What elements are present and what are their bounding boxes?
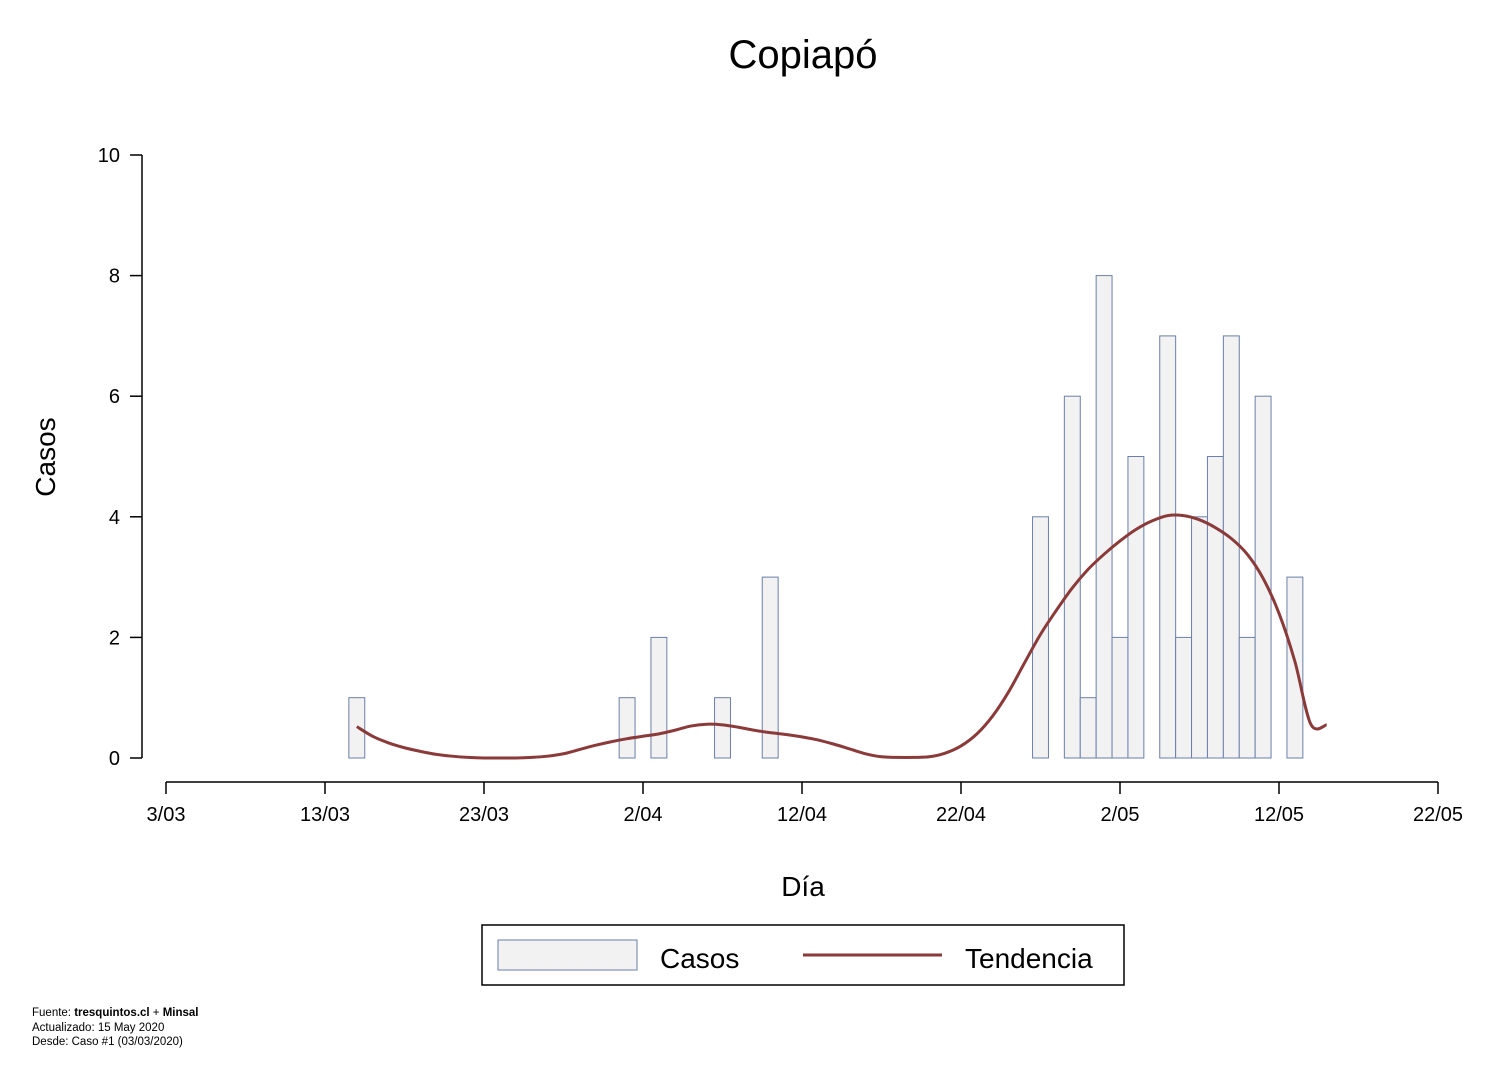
x-tick-label: 13/03 bbox=[300, 804, 350, 826]
x-tick-label: 12/04 bbox=[777, 804, 827, 826]
footer-source-sep: + bbox=[149, 1007, 163, 1019]
bar-casos bbox=[1063, 395, 1081, 759]
x-tick-label: 2/04 bbox=[624, 804, 663, 826]
bar-casos bbox=[1286, 576, 1304, 759]
y-axis: 0 2 4 6 8 10 bbox=[98, 145, 143, 770]
bar-casos bbox=[650, 636, 668, 759]
bar-casos bbox=[1206, 456, 1224, 759]
x-tick-label: 2/05 bbox=[1101, 804, 1140, 826]
trend-line-group bbox=[356, 513, 1328, 760]
chart-title: Copiapó bbox=[728, 33, 877, 77]
bar-casos bbox=[714, 697, 731, 759]
y-tick-label: 10 bbox=[98, 145, 120, 167]
x-tick-label: 22/04 bbox=[936, 804, 986, 826]
bar-casos bbox=[1127, 456, 1145, 759]
bar-casos bbox=[761, 576, 779, 759]
footer-since: Desde: Caso #1 (03/03/2020) bbox=[32, 1036, 183, 1048]
bar-casos bbox=[1159, 335, 1177, 759]
footer-updated: Actualizado: 15 May 2020 bbox=[32, 1021, 165, 1034]
x-axis: 3/03 13/03 23/03 2/04 12/04 22/04 2/05 12/05 22/… bbox=[147, 781, 1463, 826]
bar-casos bbox=[1032, 516, 1049, 759]
bar-casos bbox=[1222, 335, 1240, 759]
y-tick-label: 2 bbox=[109, 627, 120, 649]
trend-line bbox=[356, 513, 1328, 760]
footer-source-prefix: Fuente: bbox=[32, 1007, 75, 1019]
bar-casos bbox=[1095, 275, 1113, 759]
x-axis-label: Día bbox=[781, 871, 825, 902]
bar-casos bbox=[1175, 636, 1193, 759]
legend-swatch-casos bbox=[497, 939, 638, 971]
bar-casos bbox=[1191, 516, 1208, 759]
bar-casos bbox=[618, 697, 636, 759]
x-tick-label: 22/05 bbox=[1413, 804, 1463, 826]
y-tick-label: 0 bbox=[109, 748, 120, 770]
x-tick-label: 23/03 bbox=[459, 804, 509, 826]
legend: Casos Tendencia bbox=[481, 924, 1125, 986]
legend-label-tendencia: Tendencia bbox=[965, 943, 1093, 974]
bar-casos bbox=[1238, 636, 1256, 759]
bar-casos bbox=[1079, 697, 1097, 759]
y-tick-label: 8 bbox=[109, 266, 120, 288]
footer: Fuente: tresquintos.cl + Minsal Actualiz… bbox=[32, 1006, 199, 1050]
footer-source-site: tresquintos.cl bbox=[74, 1007, 150, 1019]
x-tick-label: 12/05 bbox=[1254, 804, 1304, 826]
x-tick-label: 3/03 bbox=[147, 804, 186, 826]
footer-source: Fuente: tresquintos.cl + Minsal bbox=[32, 1006, 199, 1021]
footer-source-org: Minsal bbox=[162, 1007, 199, 1019]
legend-label-casos: Casos bbox=[660, 943, 739, 974]
bar-casos bbox=[1111, 636, 1129, 759]
y-tick-label: 4 bbox=[109, 507, 120, 529]
y-tick-label: 6 bbox=[109, 386, 120, 408]
y-axis-label: Casos bbox=[30, 417, 61, 496]
